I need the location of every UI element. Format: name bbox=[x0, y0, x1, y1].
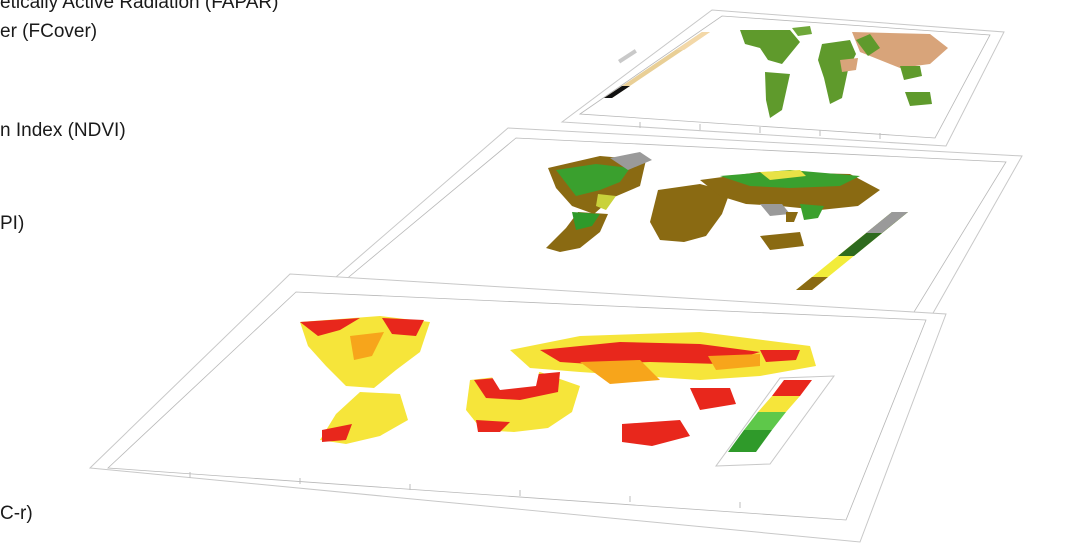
label-vci: C-r) bbox=[0, 503, 33, 524]
middle-map-layer bbox=[312, 127, 1023, 323]
label-vpi: PI) bbox=[0, 213, 25, 234]
bottom-map-layer bbox=[88, 273, 947, 543]
label-fapar: etically Active Radiation (FAPAR) bbox=[0, 0, 279, 13]
top-map-layer bbox=[560, 9, 1005, 147]
label-ndvi: n Index (NDVI) bbox=[0, 120, 126, 141]
label-fcover: er (FCover) bbox=[0, 21, 98, 42]
